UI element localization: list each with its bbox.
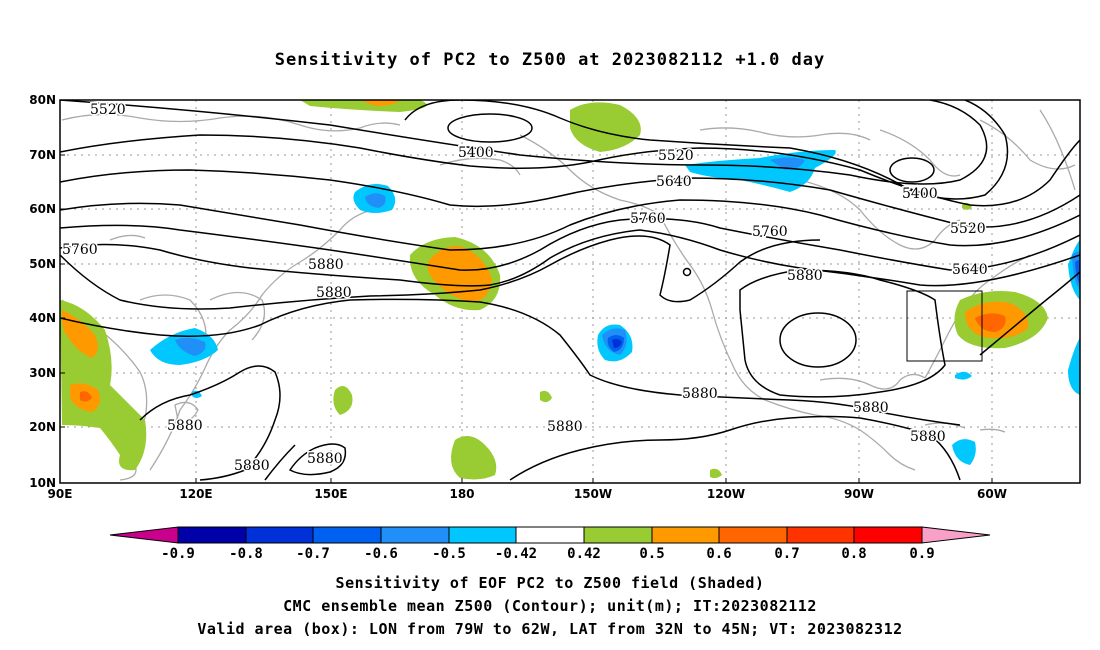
colorbar-swatch	[515, 526, 585, 544]
lat-label: 20N	[29, 420, 56, 434]
colorbar-swatch	[853, 526, 923, 544]
contour-label: 5880	[307, 451, 343, 467]
contour-label: 5640	[656, 174, 692, 190]
axis-ticks	[60, 99, 993, 483]
colorbar-label: -0.6	[364, 546, 398, 562]
coastlines	[61, 109, 1076, 481]
colorbar-label: 0.6	[706, 546, 731, 562]
lon-label: 150W	[574, 487, 612, 501]
lat-label: 80N	[29, 93, 56, 107]
contour-label: 5880	[234, 458, 270, 474]
contour-label: 5400	[458, 145, 494, 161]
negative-sensitivity-areas	[150, 150, 1080, 465]
colorbar-swatch	[380, 526, 450, 544]
colorbar-label: -0.8	[229, 546, 263, 562]
colorbar-swatch	[651, 526, 720, 544]
positive-sensitivity-areas	[60, 100, 1048, 480]
lon-label: 60W	[977, 487, 1007, 501]
colorbar-label: -0.7	[296, 546, 330, 562]
footer-valid-area: Valid area (box): LON from 79W to 62W, L…	[197, 620, 903, 638]
contour-label: 5880	[547, 419, 583, 435]
longitude-labels: 90E 120E 150E 180 150W 120W 90W 60W	[48, 487, 1007, 501]
contour-label: 5880	[682, 386, 718, 402]
lon-label: 180	[449, 487, 474, 501]
contour-label: 5880	[167, 418, 203, 434]
lon-label: 120E	[179, 487, 212, 501]
colorbar: -0.9 -0.8 -0.7 -0.6 -0.5 -0.42 0.42 0.5 …	[109, 526, 991, 562]
contour-label: 5520	[950, 221, 986, 237]
lon-label: 90E	[48, 487, 73, 501]
colorbar-swatch	[312, 526, 382, 544]
colorbar-swatch	[448, 526, 517, 544]
chart-title: Sensitivity of PC2 to Z500 at 2023082112…	[274, 50, 826, 70]
contour-label: 5640	[952, 262, 988, 278]
footer-contour-description: CMC ensemble mean Z500 (Contour); unit(m…	[283, 597, 817, 615]
contour-labels: 5520 5400 5520 5640 5760 5760 5760 5880 …	[61, 101, 990, 476]
colorbar-low-triangle	[109, 526, 179, 544]
map-frame	[59, 99, 1081, 484]
colorbar-label: 0.9	[909, 546, 934, 562]
colorbar-label: -0.9	[161, 546, 195, 562]
contour-label: 5760	[630, 211, 666, 227]
contour-label: 5880	[910, 429, 946, 445]
contour-label: 5880	[308, 257, 344, 273]
lat-label: 10N	[29, 476, 56, 490]
lon-label: 90W	[844, 487, 874, 501]
graticule	[60, 100, 1080, 483]
contour-label: 5880	[787, 268, 823, 284]
colorbar-swatch	[177, 526, 247, 544]
contour-label: 5400	[902, 186, 938, 202]
footer-shading-description: Sensitivity of EOF PC2 to Z500 field (Sh…	[335, 574, 765, 592]
z500-contours	[60, 100, 1080, 481]
contour-label: 5520	[658, 148, 694, 164]
colorbar-swatch	[583, 526, 653, 544]
latitude-labels: 80N 70N 60N 50N 40N 30N 20N 10N	[29, 93, 56, 490]
contour-label: 5760	[62, 242, 98, 258]
lat-label: 30N	[29, 366, 56, 380]
colorbar-label: 0.8	[841, 546, 866, 562]
colorbar-label: 0.42	[567, 546, 601, 562]
lat-label: 40N	[29, 311, 56, 325]
valid-area-box	[906, 290, 983, 362]
contour-label: 5880	[853, 400, 889, 416]
colorbar-swatch	[245, 526, 314, 544]
colorbar-swatch	[786, 526, 855, 544]
lat-label: 50N	[29, 257, 56, 271]
colorbar-label: -0.42	[495, 546, 537, 562]
lon-label: 150E	[314, 487, 347, 501]
colorbar-swatch	[718, 526, 788, 544]
contour-label: 5880	[316, 285, 352, 301]
colorbar-label: 0.5	[639, 546, 664, 562]
lat-label: 60N	[29, 202, 56, 216]
colorbar-label: -0.5	[432, 546, 466, 562]
lat-label: 70N	[29, 148, 56, 162]
contour-label: 5520	[90, 102, 126, 118]
colorbar-label: 0.7	[774, 546, 799, 562]
colorbar-high-triangle	[921, 526, 991, 544]
contour-label: 5760	[752, 224, 788, 240]
lon-label: 120W	[707, 487, 745, 501]
